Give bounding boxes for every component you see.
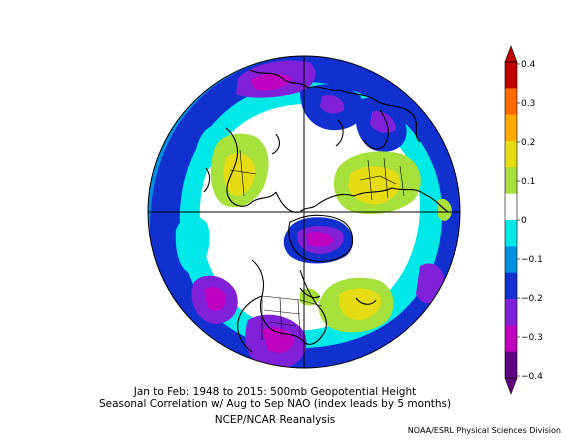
border-line	[239, 149, 245, 197]
border-line	[359, 175, 397, 185]
border-line	[263, 309, 301, 315]
map-boundary	[147, 55, 461, 369]
colorbar-tick-label: −0.1	[521, 255, 543, 265]
colorbar-segment	[505, 246, 517, 274]
colorbar-tick-label: −0.2	[521, 294, 543, 304]
coastline	[299, 287, 321, 299]
colorbar-segment	[505, 141, 517, 168]
graticule	[148, 56, 460, 368]
title-line-1: Jan to Feb: 1948 to 2015: 500mb Geopoten…	[133, 386, 417, 398]
coastline	[363, 109, 389, 150]
field-magenta-pacific	[204, 287, 226, 311]
borders	[229, 149, 405, 340]
colorbar-tick-label: 0	[521, 216, 527, 226]
colorbar-tick-label: 0.1	[521, 177, 535, 187]
border-line	[367, 159, 373, 201]
colorbar-segment	[505, 114, 517, 142]
colorbar-segment	[505, 351, 517, 379]
coastline	[237, 295, 263, 353]
border-line	[261, 295, 323, 307]
colorbar-segment	[505, 193, 517, 221]
colorbar-segment	[505, 88, 517, 116]
border-line	[229, 169, 257, 175]
field-cyan-west	[175, 215, 210, 274]
coastline	[251, 259, 323, 345]
colorbar-segment	[505, 220, 517, 247]
colorbar-max-extend	[504, 45, 518, 63]
coastline	[225, 127, 277, 207]
coastline	[249, 69, 421, 143]
colorbar: 0.4 0.3 0.2 0.1 0 −0.1 −0.2 −0.3 −0.4	[504, 45, 543, 395]
credit-label: NOAA/ESRL Physical Sciences Division	[407, 426, 561, 435]
field-yellow-left	[223, 153, 256, 196]
border-line	[279, 297, 283, 339]
colorbar-tick-label: −0.3	[521, 333, 543, 343]
title-line-2: Seasonal Correlation w/ Aug to Sep NAO (…	[98, 398, 452, 410]
colorbar-tick-label: −0.4	[521, 372, 543, 382]
field-purple-top	[320, 94, 345, 114]
coastline	[271, 133, 281, 155]
field-yellow-atlantic	[339, 288, 381, 320]
colorbar-segment	[505, 325, 517, 353]
border-line	[399, 165, 405, 197]
colorbar-segment	[505, 299, 517, 326]
colorbar-segment	[505, 272, 517, 300]
coastline	[335, 119, 344, 147]
field-cyan-left	[195, 125, 224, 174]
field-purple-right	[370, 111, 396, 133]
correlation-field	[148, 56, 460, 368]
colorbar-tick-label: 0.4	[521, 60, 536, 70]
border-line	[297, 299, 301, 337]
coastline	[203, 167, 211, 193]
field-magenta-center	[306, 232, 334, 247]
dataset-label: NCEP/NCAR Reanalysis	[214, 414, 336, 426]
colorbar-tick-label: 0.3	[521, 99, 535, 109]
coastline	[355, 297, 377, 305]
coastline	[288, 214, 354, 263]
field-yellow-right	[348, 166, 400, 205]
field-purple-se	[416, 263, 445, 304]
coastlines	[203, 69, 449, 353]
colorbar-tick-label: 0.2	[521, 138, 535, 148]
colorbar-segment	[505, 167, 517, 195]
border-line	[269, 321, 297, 327]
colorbar-segment	[505, 62, 517, 89]
coastline	[317, 187, 449, 213]
border-line	[383, 157, 389, 199]
